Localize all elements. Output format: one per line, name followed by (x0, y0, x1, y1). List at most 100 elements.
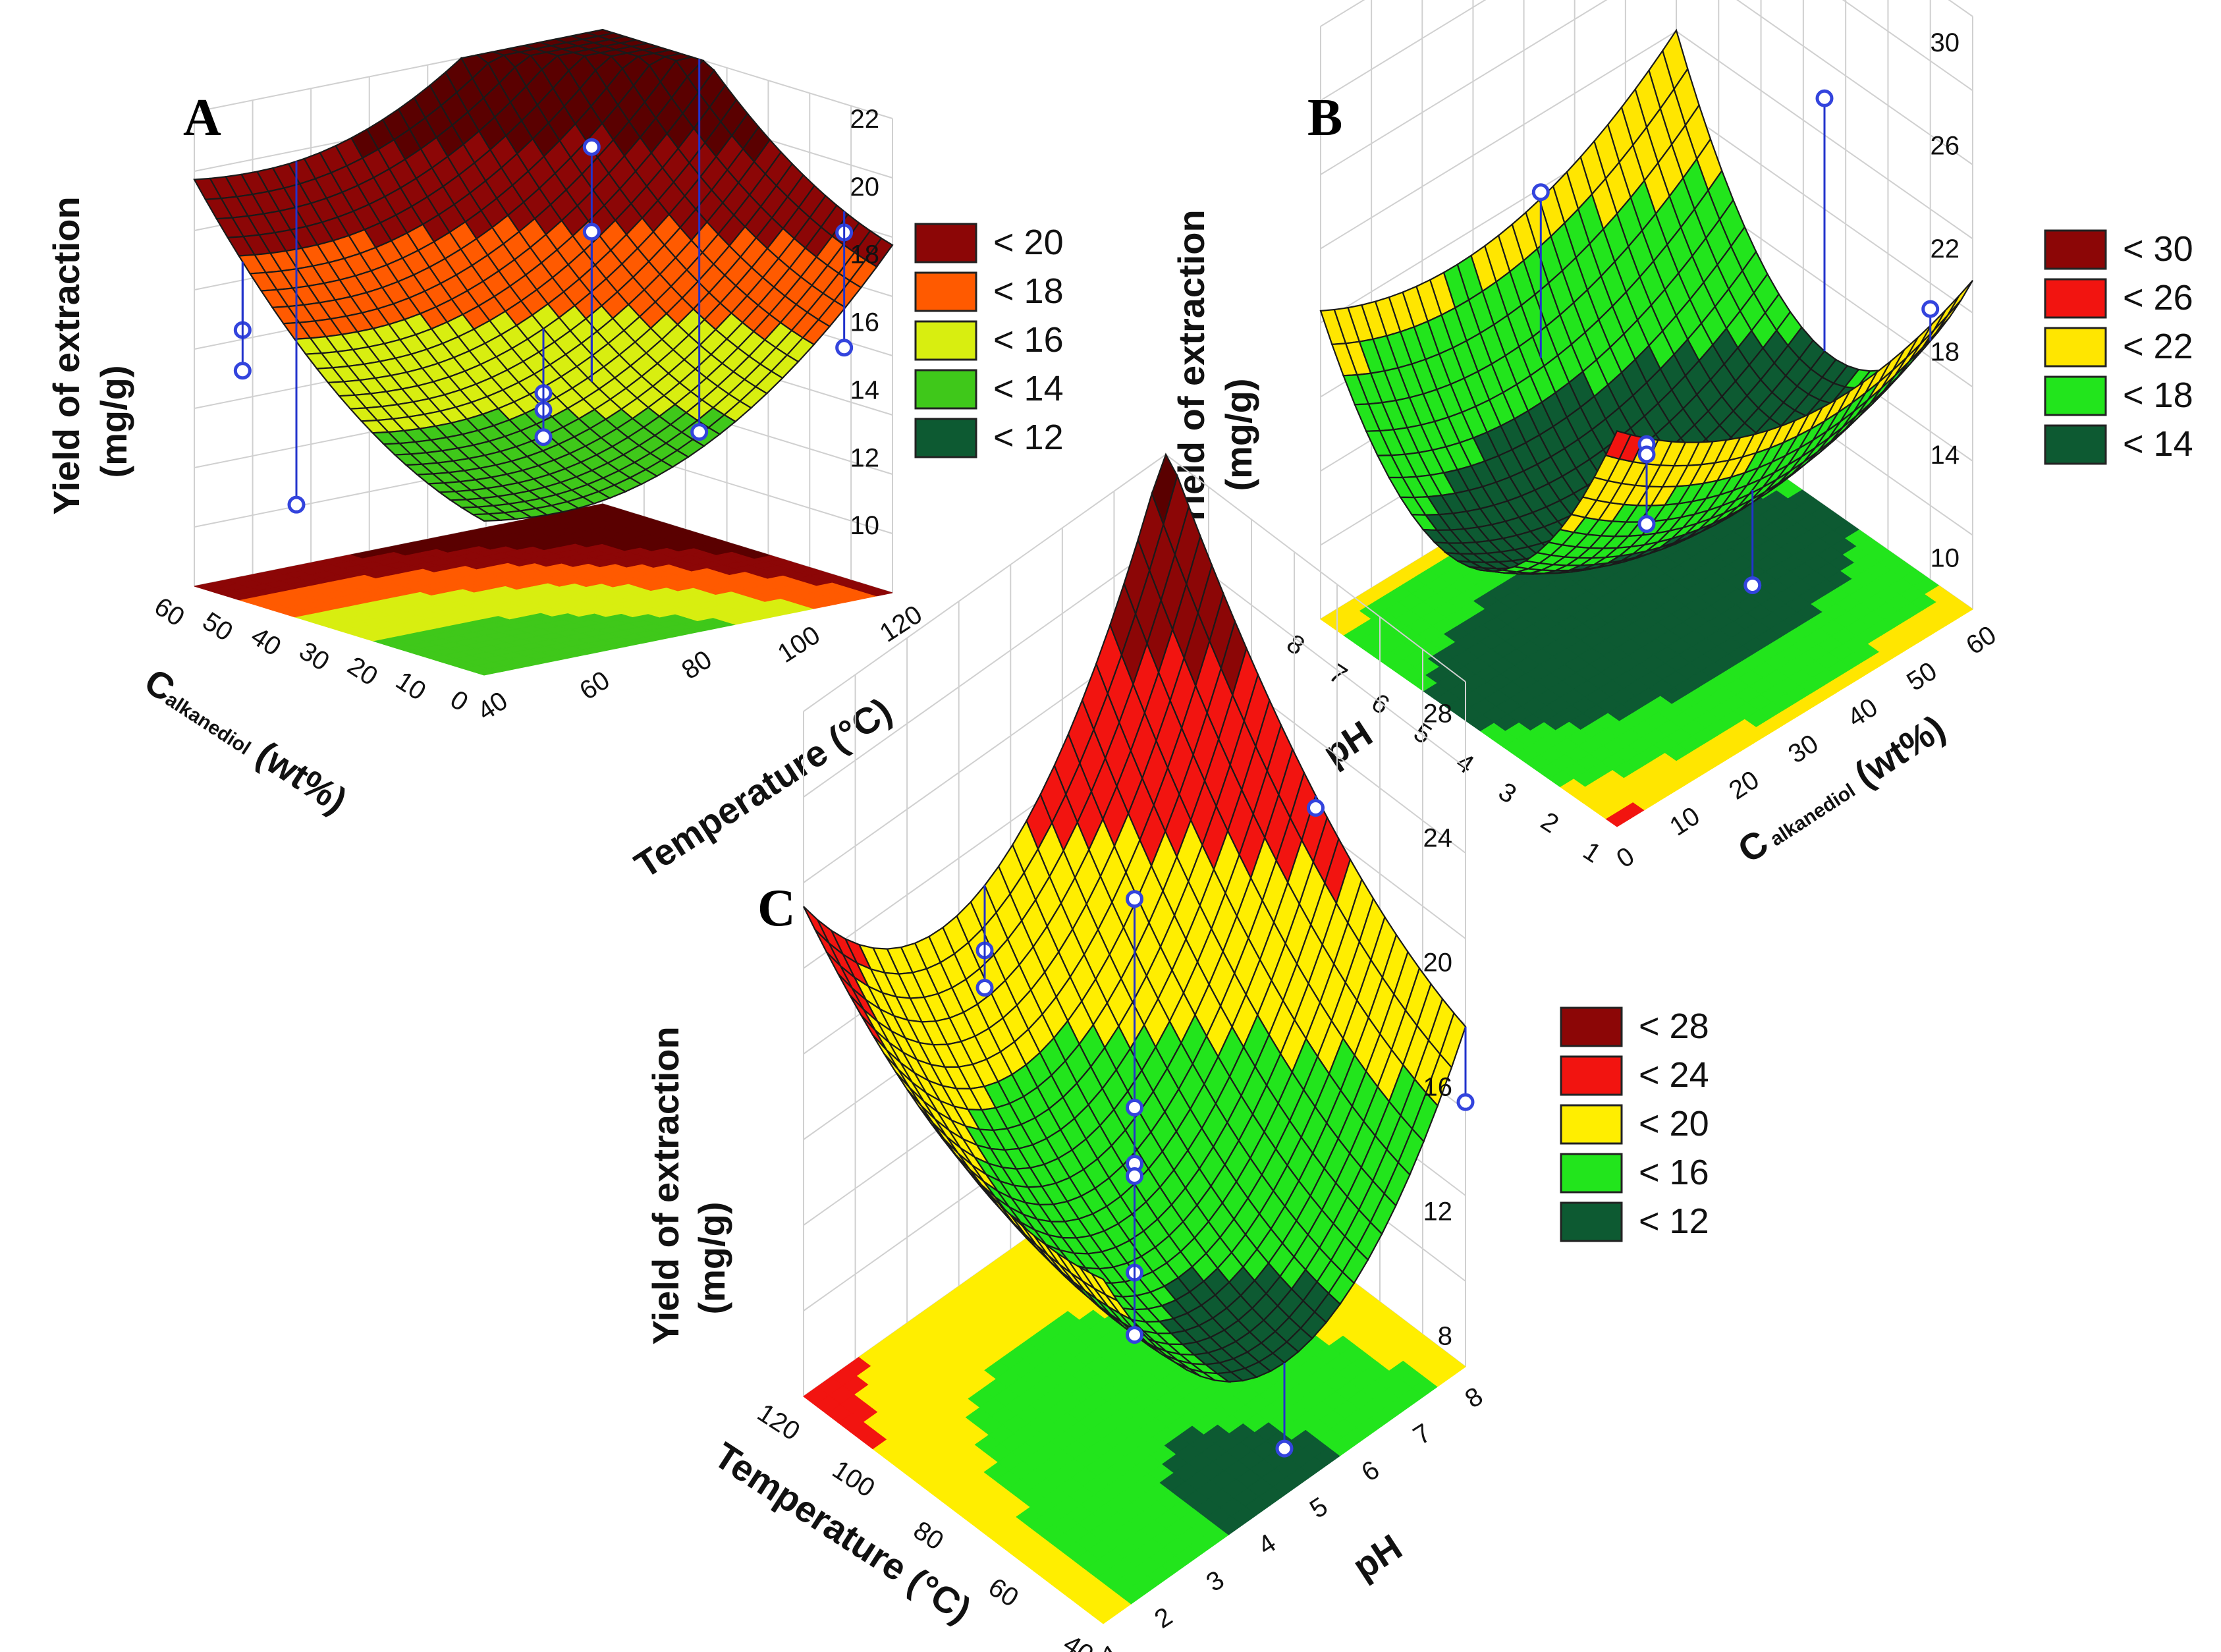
a-x-tick-label: 60 (149, 592, 189, 632)
c-y-tick-label: 7 (1408, 1418, 1437, 1450)
b-y-tick-label: 60 (1961, 620, 2001, 661)
b-z-tick-label: 22 (1931, 234, 1960, 263)
b-surface-cell (1604, 429, 1632, 460)
legend-swatch (1560, 1055, 1623, 1096)
panel-a-letter: A (183, 89, 221, 147)
panel-a-z-axis-title-line2: (mg/g) (93, 365, 134, 478)
c-x-tick-label: 40 (1058, 1630, 1098, 1652)
b-x-tick-label: 2 (1535, 807, 1564, 839)
panel-c-surface-plot: 8121620242840608010012012345678 C Yield … (645, 453, 1489, 1652)
c-y-tick-label: 8 (1460, 1382, 1489, 1414)
panel-b-surface-plot: 101418222630123456780102030405060 B Yiel… (1170, 0, 2002, 874)
a-z-tick-label: 12 (850, 443, 880, 472)
panel-c-letter: C (757, 879, 796, 937)
legend-swatch (914, 320, 977, 361)
legend-swatch (2044, 375, 2107, 416)
a-z-tick-label: 16 (850, 308, 880, 337)
b-z-tick-label: 26 (1931, 132, 1960, 161)
c-z-tick-label: 24 (1423, 823, 1453, 852)
a-z-tick-label: 22 (850, 105, 880, 134)
panel-a-floor-contour (194, 503, 893, 676)
b-z-tick-label: 10 (1931, 544, 1960, 573)
b-data-point (1815, 89, 1834, 107)
b-y-tick-label: 30 (1783, 729, 1823, 769)
legend-label: < 16 (1639, 1153, 1709, 1192)
a-z-tick-label: 10 (850, 511, 880, 540)
c-data-point (975, 979, 994, 997)
a-y-tick-label: 80 (676, 645, 717, 685)
panel-b-y-axis-title-sub: alkanediol (1762, 780, 1859, 854)
c-y-tick-label: 3 (1201, 1565, 1230, 1597)
c-y-tick-label: 6 (1356, 1455, 1385, 1487)
panel-a-x-axis-title-unit: (wt%) (240, 727, 354, 821)
panel-b-legend: < 30 < 26 < 22 < 18 < 14 (2044, 229, 2193, 465)
panel-a-z-axis-title-line1: Yield of extraction (45, 196, 87, 514)
a-y-tick-label: 40 (472, 686, 512, 727)
c-gridline (803, 454, 1166, 712)
a-z-tick-label: 20 (850, 173, 880, 202)
c-x-tick-label: 80 (908, 1516, 948, 1556)
legend-label: < 28 (1639, 1006, 1709, 1046)
b-x-tick-label: 1 (1578, 837, 1606, 869)
a-data-point (287, 495, 306, 514)
legend-swatch (1560, 1201, 1623, 1242)
b-y-tick-label: 10 (1664, 802, 1705, 842)
legend-label: < 18 (993, 271, 1064, 311)
c-x-tick-label: 100 (827, 1455, 880, 1503)
c-gridline (1165, 454, 1466, 682)
c-data-point (1307, 799, 1325, 817)
legend-label: < 22 (2123, 327, 2193, 366)
panel-b-surface-mesh (1319, 28, 1973, 575)
c-y-tick-label: 5 (1305, 1492, 1333, 1524)
a-z-tick-label: 18 (850, 240, 880, 269)
legend-label: < 24 (1639, 1055, 1709, 1095)
legend-swatch (914, 418, 977, 458)
c-data-point (1126, 1167, 1143, 1185)
panel-a-x-axis-title-sub: alkanediol (161, 688, 254, 759)
b-data-point (1531, 183, 1550, 202)
panel-c-z-axis-title-line1: Yield of extraction (645, 1026, 686, 1344)
c-data-point (1456, 1093, 1475, 1111)
b-gridline (1320, 0, 1487, 101)
panel-b-data-points (1531, 89, 1940, 594)
a-x-tick-label: 20 (343, 651, 383, 692)
panel-a-y-axis-title: Temperature (°C) (627, 690, 898, 886)
b-y-tick-label: 20 (1724, 765, 1764, 806)
a-x-tick-label: 10 (391, 666, 431, 706)
legend-swatch (1560, 1006, 1623, 1047)
a-x-tick-label: 50 (198, 607, 238, 647)
c-data-point (1126, 1326, 1143, 1344)
legend-label: < 14 (2123, 424, 2193, 464)
c-z-tick-label: 8 (1438, 1322, 1452, 1351)
a-data-point (582, 223, 601, 241)
legend-swatch (2044, 424, 2107, 465)
legend-label: < 14 (993, 369, 1064, 408)
panel-b-z-axis-title-line2: (mg/g) (1218, 378, 1259, 491)
c-data-point (1126, 890, 1143, 908)
a-x-tick-label: 30 (294, 636, 334, 676)
b-z-tick-label: 30 (1931, 28, 1960, 57)
a-data-point (534, 428, 553, 447)
b-gridline (1320, 30, 1677, 250)
panel-b-letter: B (1307, 89, 1342, 147)
a-x-tick-label: 40 (246, 622, 286, 662)
b-gridline (1320, 0, 1365, 27)
panel-c-legend: < 28 < 24 < 20 < 16 < 12 (1560, 1006, 1709, 1242)
b-x-tick-label: 3 (1493, 777, 1522, 810)
c-z-tick-label: 16 (1423, 1073, 1453, 1102)
legend-swatch (914, 369, 977, 410)
legend-label: < 16 (993, 320, 1064, 360)
legend-swatch (914, 223, 977, 263)
panel-c-z-axis-title-line2: (mg/g) (691, 1201, 732, 1314)
legend-swatch (2044, 327, 2107, 368)
a-data-point (233, 362, 252, 380)
b-z-tick-label: 18 (1931, 338, 1960, 367)
b-gridline (1948, 0, 1973, 17)
b-gridline (1736, 0, 1973, 165)
a-floor-cell (587, 503, 615, 511)
b-z-tick-label: 14 (1931, 441, 1960, 470)
legend-label: < 30 (2123, 229, 2193, 269)
b-data-point (1637, 515, 1656, 534)
